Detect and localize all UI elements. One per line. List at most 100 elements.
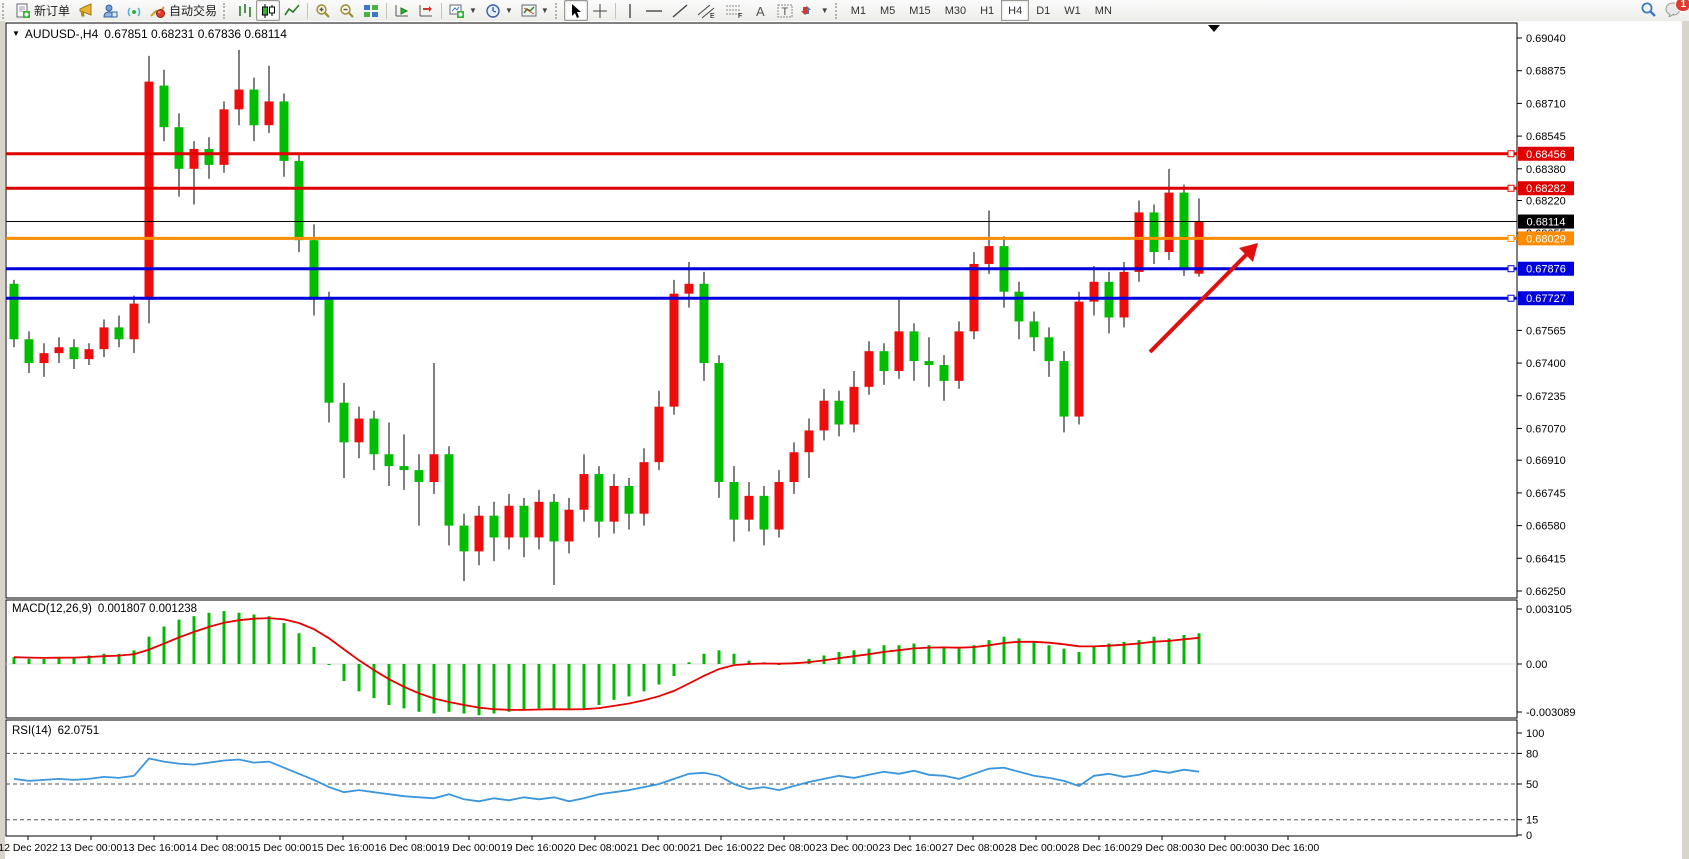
- signal-icon: [126, 3, 142, 19]
- candle-body: [609, 485, 619, 522]
- price-axis-tick-label: 0.67565: [1526, 325, 1566, 337]
- tf-button-M1[interactable]: M1: [850, 4, 866, 17]
- fibonacci-button[interactable]: F: [721, 0, 749, 21]
- rsi-panel[interactable]: [5, 719, 1518, 837]
- text-label-button[interactable]: T: [773, 0, 797, 21]
- macd-histogram-bar: [552, 664, 556, 709]
- time-axis-label: 30 Dec 00:00: [1194, 842, 1257, 854]
- price-axis-tick-label: 0.66580: [1526, 521, 1566, 533]
- tf-button-MN[interactable]: MN: [1094, 4, 1112, 17]
- macd-histogram-bar: [462, 664, 466, 714]
- candle-body: [504, 505, 514, 538]
- macd-name: MACD(12,26,9): [12, 603, 92, 615]
- equidistant-channel-button[interactable]: E: [693, 0, 721, 21]
- zoom-in-button[interactable]: [311, 0, 335, 21]
- macd-histogram-bar: [387, 664, 391, 705]
- candle-body: [159, 85, 169, 128]
- tf-button-H1[interactable]: H1: [980, 4, 995, 17]
- macd-histogram-bar: [177, 619, 181, 664]
- candle-body: [114, 327, 124, 340]
- candle-body: [24, 339, 34, 364]
- periods-button[interactable]: ▼: [481, 0, 517, 21]
- time-axis-label: 20 Dec 08:00: [564, 842, 627, 854]
- candle-body: [1029, 321, 1039, 338]
- candle-body: [174, 127, 184, 169]
- horizontal-line-button[interactable]: [641, 0, 667, 21]
- chevron-down-icon: ▼: [504, 6, 513, 15]
- price-axis-tick-label: 0.68545: [1526, 131, 1566, 143]
- search-icon[interactable]: [1640, 1, 1657, 21]
- bar-chart-button[interactable]: [232, 0, 256, 21]
- svg-text:A: A: [756, 4, 765, 19]
- macd-histogram-bar: [882, 645, 886, 664]
- line-endpoint-handle[interactable]: [1507, 150, 1515, 158]
- cursor-button[interactable]: [563, 0, 588, 21]
- trendline-button[interactable]: [667, 0, 693, 21]
- candle-body: [684, 283, 694, 294]
- macd-histogram-bar: [72, 657, 76, 664]
- vertical-line-button[interactable]: [619, 0, 641, 21]
- macd-histogram-bar: [612, 664, 616, 700]
- arrows-button[interactable]: ▼: [797, 0, 833, 21]
- macd-histogram-bar: [507, 664, 511, 712]
- auto-scroll-button[interactable]: [390, 0, 414, 21]
- auto-trading-button[interactable]: 自动交易: [146, 0, 221, 21]
- candle-body: [669, 293, 679, 407]
- chart-menu-triangle-icon[interactable]: ▼: [12, 29, 20, 38]
- price-axis-tick-label: 0.68380: [1526, 164, 1566, 176]
- tile-windows-button[interactable]: [359, 0, 383, 21]
- zoom-out-button[interactable]: [335, 0, 359, 21]
- chat-button[interactable]: 1: [1665, 0, 1689, 20]
- clock-icon: [485, 3, 501, 19]
- candle-body: [879, 351, 889, 371]
- annotation-arrow-shaft[interactable]: [1148, 250, 1251, 354]
- ohlc-values: 0.67851 0.68231 0.67836 0.68114: [104, 27, 287, 41]
- tf-button-D1[interactable]: D1: [1036, 4, 1051, 17]
- tf-button-M30[interactable]: M30: [944, 4, 967, 17]
- templates-button[interactable]: ▼: [517, 0, 553, 21]
- zoom-out-icon: [339, 3, 355, 19]
- macd-values: 0.001807 0.001238: [97, 603, 198, 615]
- line-endpoint-handle[interactable]: [1507, 184, 1515, 192]
- candle-body: [354, 418, 364, 443]
- price-line-label: 0.68282: [1526, 183, 1566, 195]
- macd-histogram-bar: [1047, 645, 1051, 664]
- tf-button-M15[interactable]: M15: [909, 4, 931, 17]
- line-chart-button[interactable]: [280, 0, 304, 21]
- text-button[interactable]: A: [749, 0, 773, 21]
- vertical-line-icon: [623, 3, 637, 19]
- macd-histogram-bar: [162, 626, 166, 664]
- chart-canvas[interactable]: 0.69040 0.68875 0.68710 0.68545 0.68380 0.682…: [0, 21, 1689, 859]
- candle-body: [369, 418, 379, 455]
- macd-histogram-bar: [312, 646, 316, 664]
- new-order-button[interactable]: 新订单: [11, 0, 74, 21]
- tf-button-M5[interactable]: M5: [880, 4, 896, 17]
- price-line-label: 0.68029: [1526, 233, 1566, 245]
- signals-button[interactable]: [122, 0, 146, 21]
- symbol-period-label: AUDUSD-,H4: [24, 27, 99, 41]
- macd-histogram-bar: [1077, 652, 1081, 664]
- auto-scroll-icon: [394, 3, 410, 19]
- chevron-down-icon: ▼: [540, 6, 549, 15]
- chart-shift-button[interactable]: [414, 0, 438, 21]
- line-endpoint-handle[interactable]: [1507, 234, 1515, 242]
- candle-body: [624, 485, 634, 514]
- line-endpoint-handle[interactable]: [1507, 265, 1515, 273]
- chart-shift-marker-icon[interactable]: [1208, 25, 1220, 32]
- megaphone-button[interactable]: [74, 0, 98, 21]
- market-watch-button[interactable]: [98, 0, 122, 21]
- candle-body: [1119, 271, 1129, 318]
- candle-body: [384, 454, 394, 467]
- tf-button-H4[interactable]: H4: [1001, 0, 1030, 21]
- macd-histogram-bar: [327, 664, 331, 665]
- annotation-arrow-head[interactable]: [1239, 243, 1258, 262]
- crosshair-button[interactable]: [588, 0, 612, 21]
- macd-panel[interactable]: [5, 599, 1518, 719]
- rsi-indicator-label: RSI(14) 62.0751: [12, 725, 99, 737]
- window-right-edge: [1682, 21, 1689, 859]
- line-endpoint-handle[interactable]: [1507, 294, 1515, 302]
- candle-body: [489, 515, 499, 538]
- new-chart-button[interactable]: ▼: [445, 0, 481, 21]
- tf-button-W1[interactable]: W1: [1064, 4, 1081, 17]
- candlestick-chart-button[interactable]: [256, 0, 281, 21]
